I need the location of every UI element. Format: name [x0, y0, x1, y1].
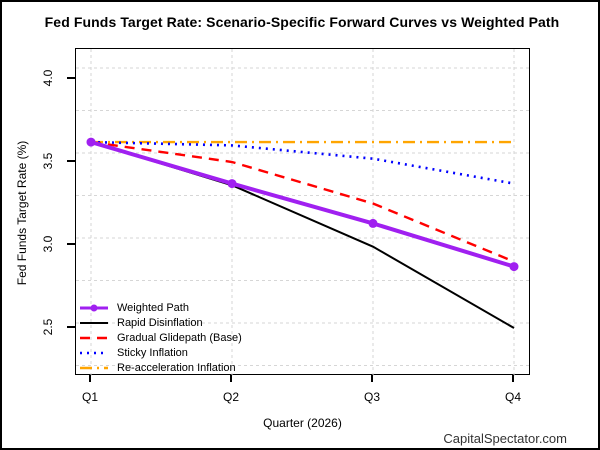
series-marker-weighted-path: [368, 218, 378, 228]
legend-item-re-acceleration-inflation: Re-acceleration Inflation: [79, 360, 242, 375]
x-tick-label: Q4: [504, 390, 522, 404]
legend-label: Weighted Path: [117, 301, 189, 314]
plot-canvas: [76, 49, 531, 376]
y-axis-tick: [67, 160, 75, 162]
series-marker-weighted-path: [86, 137, 96, 147]
legend-label: Gradual Glidepath (Base): [117, 331, 242, 344]
x-axis-tick: [371, 375, 373, 382]
x-axis-tick: [512, 375, 514, 382]
y-tick-label: 3.5: [41, 152, 55, 170]
legend-label: Rapid Disinflation: [117, 316, 203, 329]
y-axis-label: Fed Funds Target Rate (%): [15, 140, 29, 286]
y-tick-label: 4.0: [41, 69, 55, 87]
legend: Weighted Path Rapid Disinflation Gradual G…: [79, 300, 242, 375]
series-line-gradual-glidepath-base: [90, 140, 515, 263]
y-axis-tick: [67, 77, 75, 79]
legend-line-sample-weighted-path: [80, 304, 108, 311]
legend-item-rapid-disinflation: Rapid Disinflation: [79, 315, 242, 330]
y-tick-label: 2.5: [41, 318, 55, 336]
legend-line-sample-rapid-disinflation: [80, 321, 108, 324]
legend-line-sample-re-acceleration-inflation: [80, 366, 108, 369]
series-marker-weighted-path: [227, 179, 237, 189]
legend-item-weighted-path: Weighted Path: [79, 300, 242, 315]
legend-item-sticky-inflation: Sticky Inflation: [79, 345, 242, 360]
x-axis-label: Quarter (2026): [263, 416, 342, 430]
y-axis-tick: [67, 326, 75, 328]
series-line-weighted-path: [90, 140, 515, 269]
legend-line-sample-sticky-inflation: [80, 351, 108, 354]
x-tick-label: Q1: [81, 390, 99, 404]
legend-item-gradual-glidepath-base: Gradual Glidepath (Base): [79, 330, 242, 345]
y-tick-label: 3.0: [41, 235, 55, 253]
x-axis-tick: [230, 375, 232, 382]
x-tick-label: Q2: [222, 390, 240, 404]
chart-title: Fed Funds Target Rate: Scenario-Specific…: [44, 14, 560, 30]
legend-label: Sticky Inflation: [117, 346, 188, 359]
legend-line-sample-gradual-glidepath-base: [80, 336, 108, 339]
x-tick-label: Q3: [363, 390, 381, 404]
source-credit: CapitalSpectator.com: [443, 431, 567, 446]
x-axis-tick: [89, 375, 91, 382]
plot-area: Weighted Path Rapid Disinflation Gradual G…: [75, 48, 531, 376]
legend-label: Re-acceleration Inflation: [117, 361, 236, 374]
series-marker-weighted-path: [509, 262, 519, 272]
series-line-sticky-inflation: [90, 140, 515, 185]
y-axis-tick: [67, 243, 75, 245]
